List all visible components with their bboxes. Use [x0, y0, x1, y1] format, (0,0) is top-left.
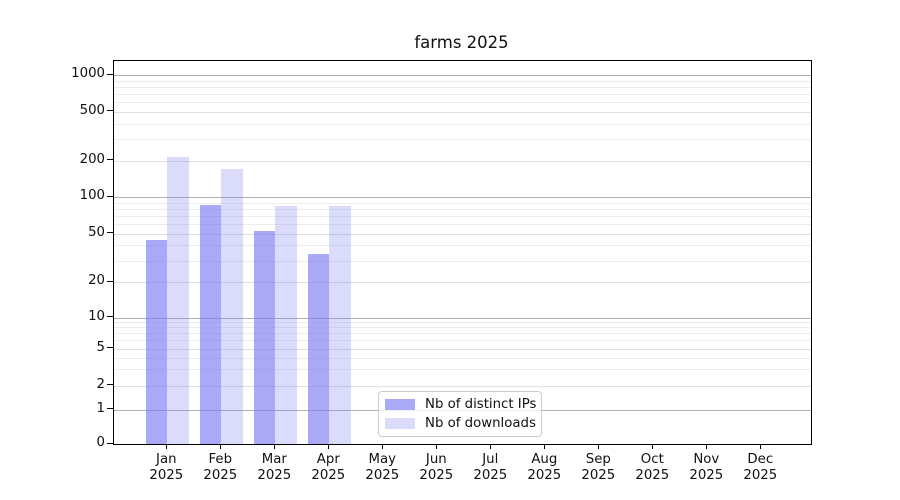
legend-swatch-downloads-icon: [385, 418, 415, 429]
legend-item-distinct-ips: Nb of distinct IPs: [385, 396, 537, 412]
x-tick-mark: [435, 444, 437, 449]
x-tick-label: Apr 2025: [311, 452, 346, 483]
legend-label-downloads: Nb of downloads: [425, 415, 536, 431]
x-tick-label: Sep 2025: [581, 452, 616, 483]
gridline: [114, 245, 811, 247]
bar-distinct-ips-feb: [199, 204, 222, 444]
y-tick-label: 5: [96, 339, 105, 355]
y-tick-mark: [107, 280, 113, 282]
x-tick-mark: [597, 444, 599, 449]
y-tick-mark: [107, 347, 113, 349]
legend-swatch-distinct-ips-icon: [385, 399, 415, 410]
gridline: [114, 139, 811, 141]
x-tick-label: May 2025: [365, 452, 400, 483]
gridline: [114, 208, 811, 210]
gridline: [114, 75, 811, 76]
gridline: [114, 369, 811, 371]
gridline: [114, 80, 811, 82]
gridline: [114, 123, 811, 125]
x-tick-mark: [759, 444, 761, 449]
x-tick-label: Jul 2025: [473, 452, 508, 483]
gridline: [114, 93, 811, 95]
y-tick-mark: [107, 159, 113, 161]
legend-item-downloads: Nb of downloads: [385, 415, 536, 431]
x-tick-label: Jun 2025: [419, 452, 454, 483]
x-tick-label: Feb 2025: [203, 452, 238, 483]
gridline: [114, 202, 811, 204]
gridline: [114, 102, 811, 104]
bar-downloads-feb: [221, 169, 243, 444]
x-tick-mark: [489, 444, 491, 449]
bar-downloads-jan: [167, 157, 189, 444]
bar-downloads-apr: [329, 206, 351, 444]
y-tick-label: 1000: [71, 66, 105, 81]
bar-distinct-ips-mar: [253, 230, 276, 444]
y-tick-mark: [107, 110, 113, 112]
bar-distinct-ips-apr: [307, 254, 330, 444]
y-tick-label: 500: [79, 102, 105, 118]
y-tick-mark: [107, 442, 113, 444]
gridline: [114, 340, 811, 342]
gridline: [114, 348, 811, 350]
x-tick-mark: [705, 444, 707, 449]
y-tick-label: 0: [96, 435, 105, 450]
y-tick-label: 2: [96, 376, 105, 392]
chart-title: farms 2025: [414, 33, 509, 52]
y-tick-mark: [107, 384, 113, 386]
y-tick-mark: [107, 316, 113, 318]
x-tick-label: Oct 2025: [635, 452, 670, 483]
x-tick-label: Jan 2025: [149, 452, 184, 483]
legend: Nb of distinct IPs Nb of downloads: [378, 391, 542, 437]
x-tick-mark: [165, 444, 167, 449]
x-tick-mark: [543, 444, 545, 449]
gridline: [114, 333, 811, 335]
y-tick-mark: [107, 73, 113, 75]
y-tick-mark: [107, 232, 113, 234]
gridline: [114, 215, 811, 217]
y-tick-label: 200: [79, 151, 105, 167]
gridline: [114, 317, 811, 319]
y-tick-label: 50: [88, 224, 105, 240]
y-tick-mark: [107, 195, 113, 197]
gridline: [114, 357, 811, 359]
gridline: [114, 385, 811, 387]
gridline: [114, 111, 811, 113]
gridline: [114, 197, 811, 198]
plot-area: [113, 60, 812, 445]
y-tick-label: 100: [79, 188, 105, 203]
y-tick-label: 20: [88, 273, 105, 288]
y-tick-label: 1: [96, 400, 105, 416]
x-tick-label: Aug 2025: [527, 452, 562, 483]
gridline: [114, 233, 811, 235]
gridline: [114, 224, 811, 226]
gridline: [114, 160, 811, 162]
x-tick-label: Dec 2025: [743, 452, 778, 483]
x-tick-mark: [327, 444, 329, 449]
gridline: [114, 322, 811, 324]
gridline: [114, 86, 811, 88]
legend-label-distinct-ips: Nb of distinct IPs: [425, 396, 537, 412]
x-tick-mark: [651, 444, 653, 449]
x-tick-label: Mar 2025: [257, 452, 292, 483]
x-tick-mark: [273, 444, 275, 449]
bar-downloads-mar: [275, 206, 297, 444]
gridline: [114, 260, 811, 262]
gridline: [114, 282, 811, 283]
bar-distinct-ips-jan: [145, 240, 168, 444]
x-tick-mark: [381, 444, 383, 449]
y-tick-label: 10: [88, 308, 105, 324]
y-tick-mark: [107, 408, 113, 410]
x-tick-label: Nov 2025: [689, 452, 724, 483]
x-tick-mark: [219, 444, 221, 449]
gridline: [114, 327, 811, 329]
